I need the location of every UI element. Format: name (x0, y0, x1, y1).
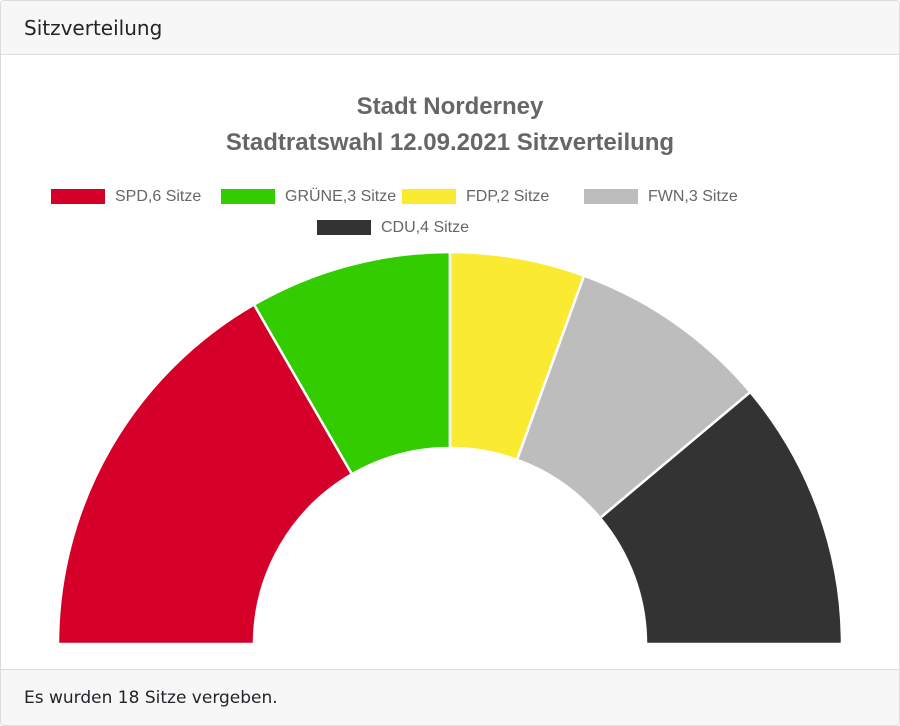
slice-cdu[interactable] (598, 390, 844, 646)
seat-chart: Stadt Norderney Stadtratswahl 12.09.2021… (51, 93, 844, 646)
chart-title-line-1: Stadt Norderney (357, 93, 544, 120)
chart-area: Stadt Norderney Stadtratswahl 12.09.2021… (1, 56, 899, 668)
legend-swatch-spd (51, 189, 105, 204)
legend-item-spd[interactable]: SPD,6 Sitze (51, 188, 201, 205)
chart-legend: SPD,6 Sitze GRÜNE,3 Sitze FDP,2 Sitze FWN,3… (51, 187, 738, 236)
legend-label-gruene: GRÜNE,3 Sitze (285, 187, 396, 205)
chart-slices (56, 250, 844, 646)
legend-swatch-fdp (402, 189, 456, 204)
legend-item-cdu[interactable]: CDU,4 Sitze (317, 219, 469, 236)
seat-summary: Es wurden 18 Sitze vergeben. (24, 687, 278, 708)
card-title: Sitzverteilung (24, 15, 163, 40)
legend-label-spd: SPD,6 Sitze (115, 188, 201, 205)
legend-label-cdu: CDU,4 Sitze (381, 219, 469, 236)
legend-swatch-fwn (584, 189, 638, 204)
legend-item-gruene[interactable]: GRÜNE,3 Sitze (221, 187, 396, 205)
legend-swatch-gruene (221, 189, 275, 204)
legend-item-fdp[interactable]: FDP,2 Sitze (402, 188, 549, 205)
legend-label-fwn: FWN,3 Sitze (648, 188, 738, 205)
slice-spd[interactable] (56, 302, 354, 646)
card-footer: Es wurden 18 Sitze vergeben. (1, 669, 899, 725)
legend-swatch-cdu (317, 220, 371, 235)
chart-title-line-2: Stadtratswahl 12.09.2021 Sitzverteilung (226, 129, 674, 156)
legend-label-fdp: FDP,2 Sitze (466, 188, 549, 205)
legend-item-fwn[interactable]: FWN,3 Sitze (584, 188, 738, 205)
card-header: Sitzverteilung (1, 1, 899, 55)
